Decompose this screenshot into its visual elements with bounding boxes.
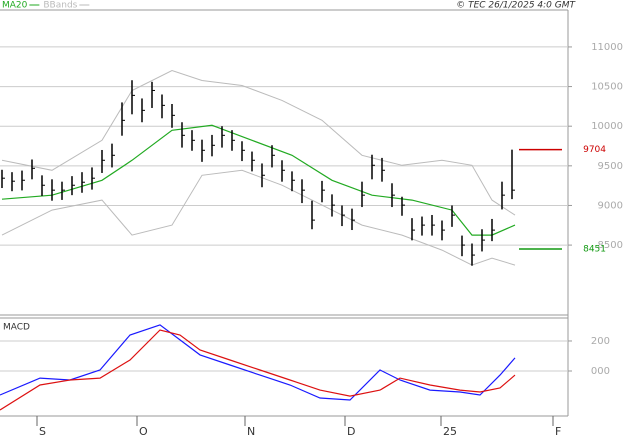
x-tick-label: S [39,425,46,438]
legend-label: BBands [43,1,77,11]
x-tick-label: D [347,425,355,438]
y-tick-label: 8500 [598,240,623,251]
x-tick-label: F [555,425,561,438]
y-tick-label: 9000 [598,200,623,211]
level-label: 9704 [583,145,606,155]
macd-line [0,324,516,401]
y-tick-label: 10000 [591,121,623,132]
y-tick-label: 000 [591,366,610,377]
macd-line [0,329,516,411]
band-upper [1,69,516,216]
ma-line [1,124,516,236]
x-tick-label: N [247,425,255,438]
y-tick-label: 10500 [591,82,623,93]
x-tick-label: 25 [443,425,457,438]
copyright: © TEC 26/1/2025 4:0 GMT [456,1,576,11]
band-lower [1,169,516,266]
y-tick-label: 200 [591,336,610,347]
y-tick-label: 11000 [591,42,623,53]
level-label: 8451 [583,244,606,254]
legend-label: MA20 [2,1,28,11]
y-tick-label: 9500 [598,161,623,172]
panel-title: MACD [3,323,30,333]
x-tick-label: O [139,425,148,438]
